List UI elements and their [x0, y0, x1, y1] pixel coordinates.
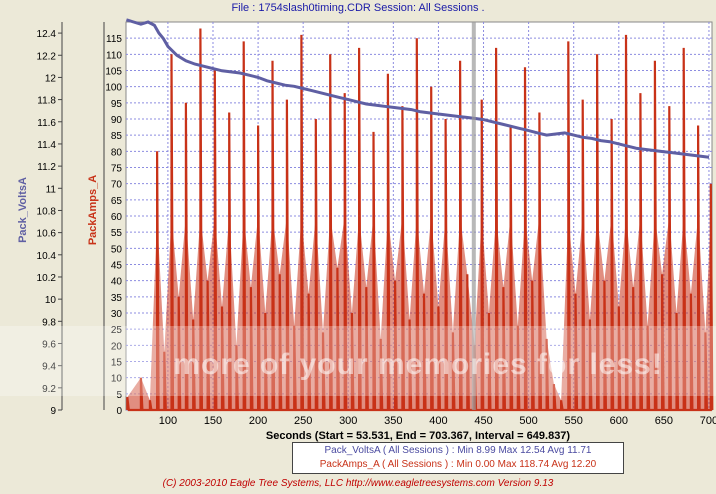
x-tick-label: 600: [610, 415, 628, 427]
y-right-tick-label: 20: [111, 341, 123, 352]
x-tick-label: 400: [429, 415, 447, 427]
y-right-tick-label: 60: [111, 212, 123, 223]
x-tick-label: 300: [339, 415, 357, 427]
legend-entry-amps: PackAmps_A ( All Sessions ) : Min 0.00 M…: [319, 459, 597, 470]
y-right-axis-label: PackAmps_A: [87, 175, 99, 245]
y-left-tick-label: 10.6: [37, 229, 57, 240]
y-right-tick-label: 35: [111, 293, 123, 304]
y-left-tick-label: 9.2: [42, 384, 56, 395]
y-right-tick-label: 80: [111, 147, 123, 158]
y-right-tick-label: 5: [116, 390, 122, 401]
y-left-tick-label: 9.8: [42, 317, 56, 328]
legend-entry-volts: Pack_VoltsA ( All Sessions ) : Min 8.99 …: [324, 445, 592, 456]
x-tick-label: 500: [519, 415, 537, 427]
x-tick-label: 650: [655, 415, 673, 427]
y-left-tick-label: 9: [50, 406, 56, 417]
x-tick-label: 550: [565, 415, 583, 427]
y-right-tick-label: 55: [111, 228, 123, 239]
legend: Pack_VoltsA ( All Sessions ) : Min 8.99 …: [292, 442, 624, 474]
y-left-tick-label: 10: [45, 295, 57, 306]
series-area-packamps: [127, 216, 711, 410]
y-right-tick-label: 95: [111, 99, 123, 110]
x-axis-label: Seconds (Start = 53.531, End = 703.367, …: [265, 430, 571, 442]
y-left-tick-label: 12.4: [37, 29, 57, 40]
y-left-tick-label: 11: [46, 184, 57, 195]
y-left-tick-label: 11.4: [37, 140, 56, 151]
y-right-tick-label: 65: [111, 196, 123, 207]
y-left-axis-label: Pack_VoltsA: [17, 177, 29, 243]
chart: 100 150 200 250 300 350 400 450 500 550 600 650 7000…: [17, 18, 716, 427]
x-tick-label: 250: [294, 415, 312, 427]
footer-copyright: (C) 2003-2010 Eagle Tree Systems, LLC ht…: [162, 478, 554, 489]
watermark-band: [0, 326, 716, 396]
y-right-tick-label: 105: [105, 67, 122, 78]
x-tick-label: 350: [384, 415, 402, 427]
y-right-tick-label: 10: [111, 374, 123, 385]
y-right-tick-label: 0: [116, 406, 122, 417]
y-left-tick-label: 11.2: [37, 162, 56, 173]
y-right-tick-label: 25: [111, 325, 123, 336]
y-right-tick-label: 90: [111, 115, 123, 126]
y-left-tick-label: 12: [45, 73, 57, 84]
y-left-tick-label: 12.2: [37, 51, 57, 62]
y-right-tick-label: 110: [106, 50, 122, 61]
cursor-marker: [471, 22, 476, 410]
watermark-text: more of your memories for less!: [173, 348, 663, 381]
y-right-tick-label: 15: [111, 358, 123, 369]
x-tick-label: 100: [159, 415, 177, 427]
y-left-tick-label: 9.6: [42, 339, 56, 350]
y-right-tick-label: 45: [111, 261, 123, 272]
y-left-tick-label: 10.2: [37, 273, 57, 284]
y-right-tick-label: 75: [111, 164, 123, 175]
y-right-tick-label: 85: [111, 131, 123, 142]
y-right-tick-label: 40: [111, 277, 123, 288]
y-left-tick-label: 11.6: [37, 118, 56, 129]
x-tick-label: 150: [204, 415, 222, 427]
x-tick-label: 700: [700, 415, 716, 427]
y-left-tick-label: 10.4: [37, 251, 57, 262]
y-left-tick-label: 9.4: [42, 362, 56, 373]
y-right-tick-label: 50: [111, 244, 123, 255]
file-title: File : 1754slash0timing.CDR Session: All…: [231, 2, 485, 14]
y-left-tick-label: 10.8: [37, 206, 57, 217]
y-right-tick-label: 100: [105, 83, 122, 94]
y-left-tick-label: 11.8: [37, 96, 56, 107]
y-right-tick-label: 30: [111, 309, 123, 320]
series-line-packvolts: [125, 18, 710, 159]
x-tick-label: 450: [474, 415, 492, 427]
y-right-tick-label: 70: [111, 180, 123, 191]
y-right-tick-label: 115: [106, 34, 122, 45]
x-tick-label: 200: [249, 415, 267, 427]
